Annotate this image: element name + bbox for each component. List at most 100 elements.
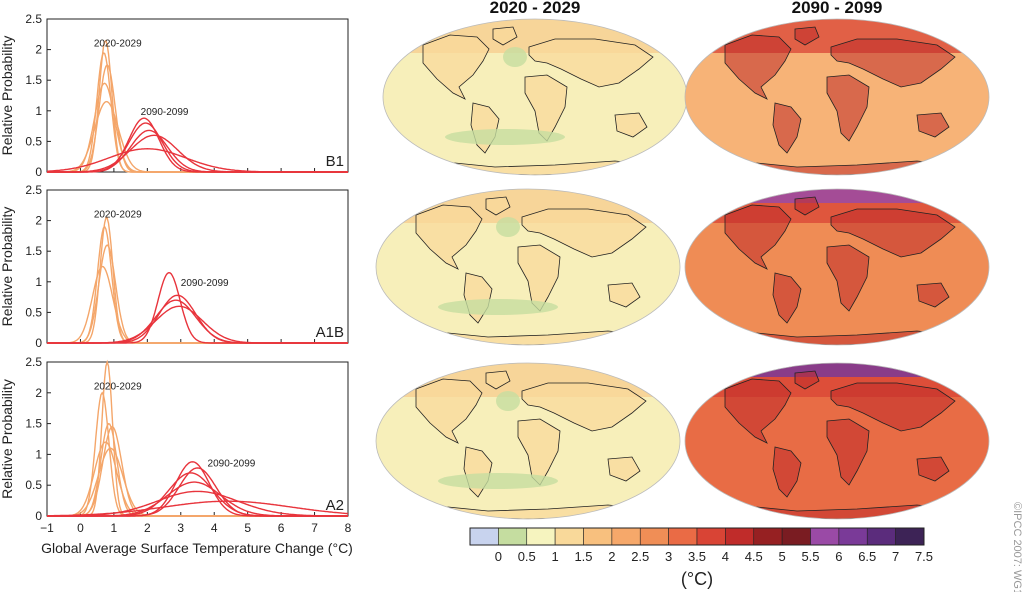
colorbar-swatch xyxy=(753,527,783,546)
map-field xyxy=(685,363,989,519)
y-tick-label: 1.5 xyxy=(25,73,42,87)
colorbar-swatch xyxy=(696,527,726,546)
continent-outline xyxy=(415,204,483,270)
colorbar-swatch xyxy=(611,527,641,546)
y-tick-label: 0 xyxy=(35,509,42,523)
y-tick-label: 1.5 xyxy=(25,417,42,431)
colorbar-swatch xyxy=(668,527,698,546)
colorbar-tick-label: 0.5 xyxy=(518,549,536,564)
period-label: 2090-2099 xyxy=(181,278,229,289)
colorbar-tick-label: 4.5 xyxy=(745,549,763,564)
colorbar-tick-label: 5.5 xyxy=(801,549,819,564)
continent-outline xyxy=(485,370,511,390)
map-cool-southern-ocean xyxy=(438,299,558,315)
colorbar-tick-label: 0 xyxy=(495,549,502,564)
map-cool-north-atlantic xyxy=(496,391,520,411)
y-tick-label: 2.5 xyxy=(25,12,42,26)
continent-outline xyxy=(724,34,792,100)
colorbar-tick-label: 7 xyxy=(892,549,899,564)
colorbar-tick-label: 4 xyxy=(722,549,729,564)
pdf-curve-2090-2099 xyxy=(47,500,348,517)
period-label: 2020-2029 xyxy=(94,382,142,393)
continent-outline xyxy=(794,370,820,390)
y-tick-label: 1 xyxy=(35,447,42,461)
scenario-label: A1B xyxy=(316,324,344,341)
continent-outline xyxy=(772,272,802,324)
map-border xyxy=(375,188,681,346)
map-a2-2090-2099 xyxy=(684,362,990,520)
map-column-title: 2090 - 2099 xyxy=(792,0,883,17)
colorbar-tick-label: 3 xyxy=(665,549,672,564)
colorbar-swatch xyxy=(583,527,613,546)
y-axis-label: Relative Probability xyxy=(0,207,15,327)
colorbar-tick-label: 1.5 xyxy=(574,549,592,564)
colorbar-swatch xyxy=(781,527,811,546)
colorbar-tick-label: 6 xyxy=(835,549,842,564)
y-tick-label: 2 xyxy=(35,214,42,228)
continent-outline xyxy=(830,382,956,432)
y-tick-label: 2.5 xyxy=(25,355,42,369)
y-axis-label: Relative Probability xyxy=(0,379,15,499)
colorbar-frame xyxy=(469,527,925,546)
continent-outline xyxy=(492,26,518,46)
y-tick-label: 1 xyxy=(35,275,42,289)
y-tick-label: 0 xyxy=(35,165,42,179)
map-b1-2090-2099 xyxy=(684,18,990,176)
continent-outline xyxy=(485,196,511,216)
map-a1b-2020-2029 xyxy=(375,188,681,346)
map-cool-north-atlantic xyxy=(503,47,527,67)
x-tick-label: 3 xyxy=(177,521,184,535)
map-border xyxy=(684,188,990,346)
colorbar-swatch xyxy=(810,527,840,546)
map-a1b-2090-2099 xyxy=(684,188,990,346)
continent-outline xyxy=(916,282,950,308)
colorbar-unit: (°C) xyxy=(681,569,713,589)
scenario-label: B1 xyxy=(326,153,344,170)
y-tick-label: 1 xyxy=(35,104,42,118)
map-a2-2020-2029 xyxy=(375,362,681,520)
pdf-curve-2090-2099 xyxy=(47,481,348,517)
x-axis-label: Global Average Surface Temperature Chang… xyxy=(41,540,353,556)
map-field xyxy=(685,189,989,345)
pdf-curve-2020-2029 xyxy=(47,391,348,517)
continent-outline xyxy=(826,74,870,142)
colorbar-swatch xyxy=(866,527,896,546)
continent-outline xyxy=(521,208,647,258)
colorbar-tick-label: 3.5 xyxy=(688,549,706,564)
continent-outline xyxy=(521,382,647,432)
copyright-credit: ©IPCC 2007: WG1-AR4 xyxy=(1011,502,1023,592)
panel-b1: 0 0.5 1 1.5 2 2.5 Relative Probability 2020-202… xyxy=(0,12,349,179)
colorbar-tick-label: 2.5 xyxy=(631,549,649,564)
map-border xyxy=(375,362,681,520)
period-label: 2020-2029 xyxy=(94,210,142,221)
y-tick-label: 0.5 xyxy=(25,134,42,148)
colorbar-swatch xyxy=(526,527,556,546)
period-label: 2090-2099 xyxy=(141,107,189,118)
colorbar-swatch xyxy=(895,527,925,546)
continent-outline xyxy=(614,112,648,138)
pdf-curve-2020-2029 xyxy=(47,63,348,173)
continent-outline xyxy=(724,378,792,444)
pdf-curve-2090-2099 xyxy=(47,305,348,344)
scenario-label: A2 xyxy=(326,497,344,514)
x-tick-label: 7 xyxy=(311,521,318,535)
continent-outline xyxy=(772,102,802,154)
plot-frame xyxy=(46,18,349,173)
continent-outline xyxy=(415,378,483,444)
continent-outline xyxy=(830,208,956,258)
map-field xyxy=(376,363,680,519)
colorbar-swatch xyxy=(469,527,499,546)
map-cool-southern-ocean xyxy=(438,473,558,489)
map-cool-southern-ocean xyxy=(445,129,565,145)
y-tick-label: 2 xyxy=(35,43,42,57)
colorbar-swatch xyxy=(554,527,584,546)
map-arctic-band xyxy=(685,363,989,377)
continent-outline xyxy=(528,38,654,88)
continent-outline xyxy=(422,34,490,100)
y-tick-label: 0.5 xyxy=(25,478,42,492)
panel-a1b: 0 0.5 1 1.5 2 2.5 Relative Probability 2020-202… xyxy=(0,183,349,350)
map-border xyxy=(684,362,990,520)
x-tick-label: 1 xyxy=(111,521,118,535)
colorbar-tick-label: 2 xyxy=(608,549,615,564)
